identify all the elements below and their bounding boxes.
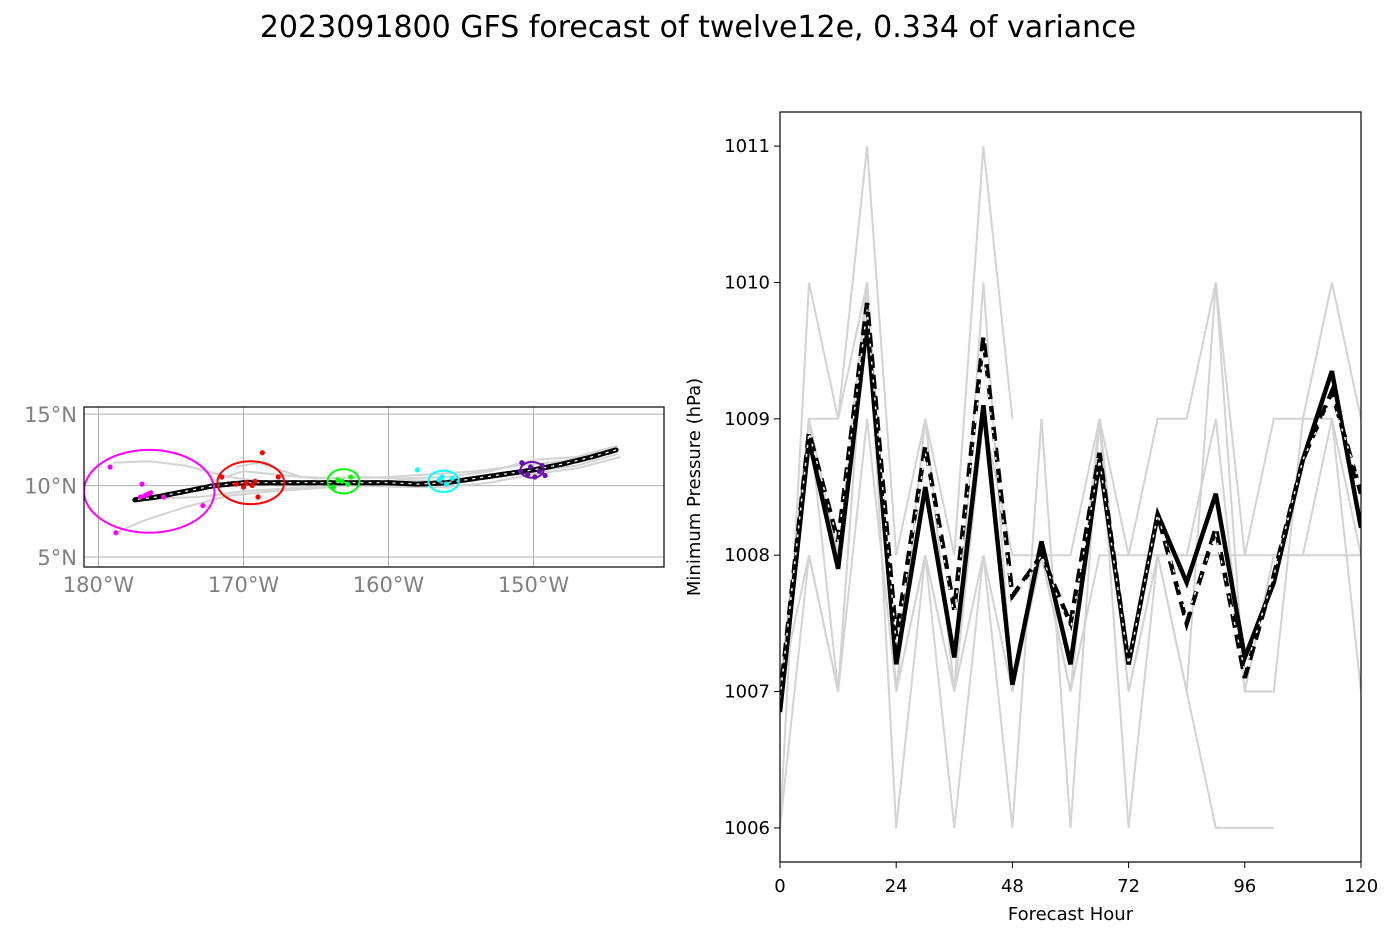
y-tick-label: 1010 (724, 272, 770, 293)
plot-frame (779, 111, 1362, 863)
lon-tick-label: 170°W (208, 573, 280, 597)
y-tick-label: 1008 (724, 545, 770, 566)
y-tick-label: 1006 (724, 818, 770, 839)
ensemble-track (214, 444, 618, 481)
forecast-position-dot (139, 481, 145, 487)
forecast-position-dot (542, 472, 548, 479)
forecast-position-dot (517, 468, 524, 474)
lat-tick-label: 10°N (24, 475, 77, 499)
forecast-position-dot (107, 464, 113, 470)
forecast-position-dot (113, 530, 119, 536)
ensemble-member-line (780, 418, 1361, 692)
x-tick-label: 96 (1233, 876, 1256, 897)
uncertainty-ellipse (84, 448, 216, 534)
ensemble-member-line (780, 282, 1361, 829)
x-tick-label: 0 (774, 876, 785, 897)
pressure-series-dashed (780, 302, 1361, 699)
forecast-position-dot (200, 502, 206, 509)
chart-title: 2023091800 GFS forecast of twelve12e, 0.… (259, 10, 1137, 45)
x-tick-label: 120 (1344, 876, 1378, 897)
forecast-position-dot (439, 474, 445, 480)
x-tick-label: 24 (885, 876, 908, 897)
y-tick-label: 1007 (724, 682, 770, 703)
forecast-position-dot (449, 475, 455, 482)
forecast-position-dot (536, 468, 542, 474)
uncertainty-ellipse (326, 468, 361, 495)
lon-tick-label: 150°W (498, 573, 570, 597)
uncertainty-ellipse (427, 469, 460, 493)
forecast-position-dot (161, 494, 167, 500)
lon-tick-label: 180°W (63, 573, 135, 597)
pressure-series-solid (780, 323, 1361, 713)
forecast-position-dot (240, 484, 247, 490)
x-tick-label: 48 (1001, 876, 1024, 897)
forecast-position-dot (414, 467, 421, 473)
forecast-position-dot (525, 471, 531, 477)
forecast-position-dot (148, 490, 154, 496)
lat-tick-label: 15°N (24, 403, 77, 427)
y-axis-label: Minimum Pressure (hPa) (684, 378, 705, 596)
forecast-position-dot (233, 481, 239, 487)
ensemble-member-line (780, 145, 1014, 828)
forecast-position-dot (348, 474, 354, 480)
forecast-position-dot (443, 481, 450, 487)
y-tick-label: 1011 (724, 136, 770, 157)
forecast-position-dot (259, 450, 265, 456)
forecast-position-dot (137, 494, 144, 500)
forecast-position-dot (528, 464, 534, 470)
map-frame (83, 406, 665, 568)
y-tick-label: 1009 (724, 409, 770, 430)
forecast-position-dot (249, 482, 255, 489)
lat-tick-label: 5°N (37, 546, 77, 570)
forecast-position-dot (519, 460, 525, 466)
forecast-position-dot (339, 478, 345, 484)
forecast-position-dot (255, 494, 261, 500)
forecast-position-dot (539, 462, 545, 469)
forecast-position-dot (243, 480, 249, 486)
uncertainty-ellipse (216, 460, 286, 506)
x-axis-label: Forecast Hour (1008, 904, 1134, 925)
forecast-position-dot (219, 474, 225, 480)
forecast-position-dot (335, 477, 341, 483)
forecast-position-dot (275, 474, 281, 480)
forecast-position-dot (345, 481, 351, 487)
pressure-series-dotted-white (780, 309, 1361, 699)
forecast-position-dot (532, 474, 538, 480)
x-tick-label: 72 (1117, 876, 1140, 897)
forecast-position-dot (330, 484, 336, 490)
forecast-position-dot (252, 478, 258, 484)
lon-tick-label: 160°W (353, 573, 425, 597)
